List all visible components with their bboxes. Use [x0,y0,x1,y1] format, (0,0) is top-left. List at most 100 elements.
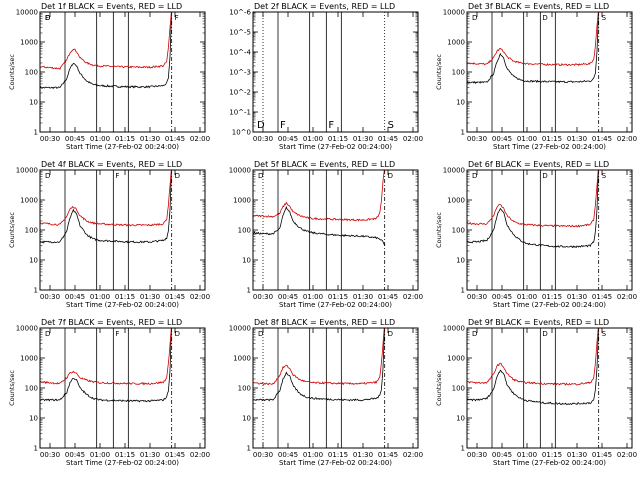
y-tick-label: 1000 [20,197,38,205]
chart-panel-6: Det 6f BLACK = Events, RED = LLD 1 10 100 10… [435,160,637,309]
series-line-lld [40,170,172,227]
y-axis-label: Counts/sec [8,370,16,406]
marker-label: D [45,14,50,22]
marker-label: D [472,172,477,180]
x-axis-label: Start Time (27-Feb-02 00:24:00) [279,301,392,309]
chart-panel-3: Det 3f BLACK = Events, RED = LLD 1 10 100 10… [435,2,637,151]
marker-label: D [45,14,50,22]
y-tick-label: 10^-4 [229,49,251,57]
x-tick-label: 01:30 [353,135,373,143]
y-axis-label: Counts/sec [435,370,443,406]
series-line-events [467,12,599,84]
y-tick-label: 1000 [20,355,38,363]
x-tick-label: 01:30 [567,293,587,301]
y-tick-label: 10^-3 [229,69,251,77]
marker-label: D [472,330,477,338]
y-tick-label: 1000 [20,39,38,47]
series-line-lld [467,12,599,67]
marker-label: D [542,14,547,22]
y-tick-label: 10 [29,415,38,423]
y-tick-label: 10 [29,99,38,107]
x-tick-label: 01:30 [567,135,587,143]
marker-label: D [542,172,547,180]
series-line-events [467,328,600,406]
marker-label: D [388,172,393,180]
y-tick-label: 10^-5 [229,29,251,37]
x-tick-label: 01:45 [592,293,612,301]
chart-panel-7: Det 7f BLACK = Events, RED = LLD 1 10 100 10… [8,318,210,467]
marker-label: S [602,330,607,338]
x-tick-label: 00:30 [40,135,60,143]
y-tick-label: 1 [34,129,38,137]
x-axis-label: Start Time (27-Feb-02 00:24:00) [493,143,606,151]
x-axis-label: Start Time (27-Feb-02 00:24:00) [66,301,179,309]
series-line-lld [40,328,172,386]
y-tick-label: 10 [242,257,251,265]
x-tick-label: 02:00 [617,451,637,459]
y-tick-label: 1000 [233,355,251,363]
x-tick-label: 01:15 [328,451,348,459]
plot-frame [39,11,206,133]
x-tick-label: 01:15 [328,135,348,143]
y-tick-label: 100 [238,385,251,393]
x-tick-label: 00:30 [253,451,273,459]
marker-label: F [175,14,179,22]
y-axis-label: Counts/sec [8,212,16,248]
y-tick-label: 10000 [443,167,465,175]
x-tick-label: 01:30 [353,293,373,301]
x-tick-label: 00:45 [278,293,298,301]
y-tick-label: 10^0 [232,129,251,137]
x-tick-label: 00:30 [253,293,273,301]
series-line-events [40,170,172,244]
x-axis-label: Start Time (27-Feb-02 00:24:00) [279,143,392,151]
x-axis-label: Start Time (27-Feb-02 00:24:00) [279,459,392,467]
plot-frame [466,169,633,291]
x-tick-label: 00:45 [492,293,512,301]
x-tick-label: 01:45 [592,451,612,459]
marker-label: D [388,330,393,338]
x-tick-label: 01:30 [353,451,373,459]
x-tick-label: 01:00 [303,293,323,301]
y-tick-label: 100 [25,385,38,393]
x-tick-label: 00:30 [40,293,60,301]
marker-label: D [258,172,263,180]
x-tick-label: 00:45 [65,451,85,459]
chart-panel-2: Det 2f BLACK = Events, RED = LLD 10^0 10^-… [229,2,423,151]
marker-label: D [542,330,547,338]
x-tick-label: 00:30 [253,135,273,143]
marker-label: F [45,14,49,22]
x-tick-label: 01:15 [115,293,135,301]
y-tick-label: 10^-6 [229,9,251,17]
marker-label: D [175,172,180,180]
y-tick-label: 100 [452,227,465,235]
x-tick-label: 02:00 [617,293,637,301]
series-line-lld [253,170,385,222]
chart-title: Det 7f BLACK = Events, RED = LLD [41,318,182,327]
series-line-events [253,205,386,246]
x-tick-label: 01:45 [378,451,398,459]
x-tick-label: 01:30 [140,135,160,143]
y-tick-label: 10 [456,257,465,265]
marker-label: D [258,330,263,338]
marker-label: F [115,330,119,338]
chart-panel-9: Det 9f BLACK = Events, RED = LLD 1 10 100 10… [435,318,637,467]
y-tick-label: 1 [247,287,251,295]
series-line-events [40,328,172,403]
y-tick-label: 10 [29,257,38,265]
chart-title: Det 6f BLACK = Events, RED = LLD [468,160,609,169]
x-tick-label: 01:00 [517,451,537,459]
marker-label: D [45,330,50,338]
x-tick-label: 00:30 [467,135,487,143]
x-tick-label: 02:00 [403,293,423,301]
x-tick-label: 01:15 [328,293,348,301]
y-tick-label: 100 [452,385,465,393]
x-tick-label: 01:30 [567,451,587,459]
x-tick-label: 02:00 [403,135,423,143]
marker-label: D [472,14,477,22]
marker-label: D [257,120,265,131]
chart-panel-5: Det 5f BLACK = Events, RED = LLD 1 10 100 10… [229,160,423,309]
y-tick-label: 1 [461,129,465,137]
y-tick-label: 1 [34,287,38,295]
series-line-events [253,328,386,402]
marker-label: F [115,172,119,180]
